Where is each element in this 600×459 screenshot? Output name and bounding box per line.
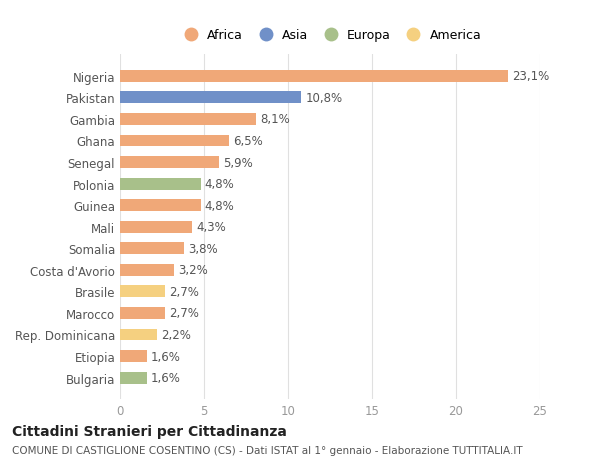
Text: COMUNE DI CASTIGLIONE COSENTINO (CS) - Dati ISTAT al 1° gennaio - Elaborazione T: COMUNE DI CASTIGLIONE COSENTINO (CS) - D… [12,445,523,455]
Text: 5,9%: 5,9% [223,156,253,169]
Text: 2,7%: 2,7% [170,307,199,320]
Bar [120,329,157,341]
Bar [120,372,147,384]
Bar [120,350,147,362]
Text: 4,3%: 4,3% [196,221,226,234]
Bar [120,135,229,147]
Bar [120,114,256,126]
Text: Cittadini Stranieri per Cittadinanza: Cittadini Stranieri per Cittadinanza [12,425,287,438]
Bar [120,286,166,297]
Text: 6,5%: 6,5% [233,134,263,148]
Text: 2,7%: 2,7% [170,285,199,298]
Bar [120,71,508,83]
Bar [120,200,200,212]
Bar [120,157,219,168]
Text: 4,8%: 4,8% [205,178,235,190]
Text: 1,6%: 1,6% [151,350,181,363]
Text: 8,1%: 8,1% [260,113,290,126]
Legend: Africa, Asia, Europa, America: Africa, Asia, Europa, America [179,29,481,42]
Bar [120,92,301,104]
Text: 4,8%: 4,8% [205,199,235,212]
Text: 10,8%: 10,8% [305,92,343,105]
Bar [120,264,174,276]
Bar [120,221,192,233]
Bar [120,308,166,319]
Text: 3,8%: 3,8% [188,242,218,255]
Text: 23,1%: 23,1% [512,70,550,83]
Text: 1,6%: 1,6% [151,371,181,384]
Bar [120,178,200,190]
Text: 2,2%: 2,2% [161,328,191,341]
Text: 3,2%: 3,2% [178,264,208,277]
Bar [120,243,184,255]
